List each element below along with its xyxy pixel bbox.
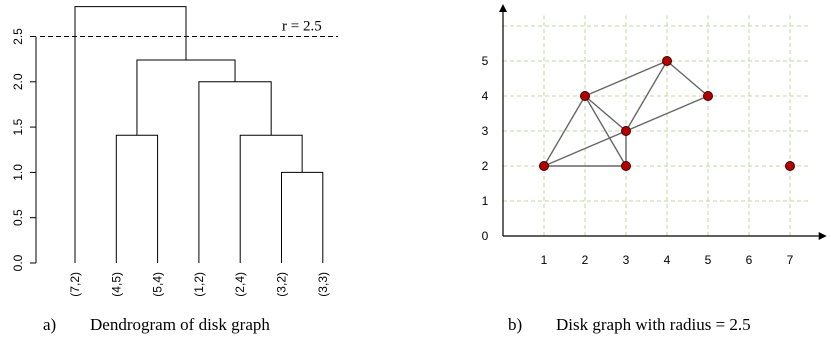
dendrogram-leaf-labels: (7,2) (4,5) (5,4) (1,2) (2,4) (3,2) (3,3) [68, 272, 330, 297]
dendrogram-leaf-label: (4,5) [109, 272, 123, 297]
dendrogram-leaf-label: (3,2) [275, 272, 289, 297]
graph-y-tick-label: 2 [482, 159, 489, 173]
graph-node [621, 161, 631, 171]
graph-y-tick-label: 0 [482, 229, 489, 243]
dendrogram-link [281, 171, 324, 263]
graph-x-tick-label: 6 [746, 253, 753, 267]
dendrogram-panel: 0.0 0.5 1.0 1.5 2.0 2.5 (7,2) (4,5) (5,4) (1,2)(… [0, 0, 420, 340]
graph-nodes [539, 56, 795, 171]
graph-y-tick-label: 3 [482, 124, 489, 138]
graph-node [580, 91, 590, 101]
graph-edge [543, 130, 627, 167]
graph-node [621, 126, 631, 136]
dendrogram-y-tick-label: 2.0 [11, 73, 25, 90]
dendrogram-leaf-label: (3,3) [316, 272, 330, 297]
dendrogram-leaf-label: (1,2) [192, 272, 206, 297]
graph-node [662, 56, 672, 66]
graph-node [785, 161, 795, 171]
disk-graph-panel: 1 2 3 4 5 6 7 0 1 2 3 4 5 b) Disk graph with radius … [440, 0, 831, 340]
x-axis-arrow-icon [818, 232, 827, 240]
caption-a-text: Dendrogram of disk graph [90, 315, 270, 334]
graph-edge [625, 95, 709, 132]
graph-x-tick-label: 3 [623, 253, 630, 267]
dendrogram-y-tick-label: 2.5 [11, 28, 25, 45]
dendrogram-y-tick-label: 0.0 [11, 254, 25, 271]
caption-b-text: Disk graph with radius = 2.5 [556, 315, 751, 334]
dendrogram-y-tick-label: 1.0 [11, 164, 25, 181]
dendrogram-link [198, 81, 272, 263]
threshold-label: r = 2.5 [282, 19, 322, 35]
graph-tick-labels: 1 2 3 4 5 6 7 0 1 2 3 4 5 [482, 54, 794, 267]
graph-edge [584, 95, 627, 132]
dendrogram-chart: 0.00.51.01.52.02.5 (7,2) (4,5) (5,4) (1,2)(… [11, 6, 338, 334]
disk-graph-chart: 1 2 3 4 5 6 7 0 1 2 3 4 5 b) Disk graph with radius … [482, 4, 827, 334]
graph-x-tick-label: 4 [664, 253, 671, 267]
dendrogram-link [115, 134, 159, 263]
graph-edge [584, 95, 627, 167]
dendrogram-link [136, 59, 236, 136]
caption-a-letter: a) [43, 315, 56, 334]
graph-x-tick-label: 7 [787, 253, 794, 267]
graph-node [703, 91, 713, 101]
graph-grid [503, 15, 811, 236]
dendrogram-leaf-label: (5,4) [151, 272, 165, 297]
graph-edge [625, 60, 668, 132]
graph-edge [666, 60, 709, 97]
graph-node [539, 161, 549, 171]
dendrogram-link [239, 134, 303, 263]
caption-b-letter: b) [508, 315, 522, 334]
graph-edges [543, 60, 709, 167]
dendrogram-y-axis: 0.0 0.5 1.0 1.5 2.0 2.5 [11, 28, 37, 271]
graph-edge [584, 60, 668, 97]
dendrogram-link [74, 6, 187, 263]
graph-edge [543, 95, 586, 167]
dendrogram-y-tick-label: 0.5 [11, 209, 25, 226]
graph-x-tick-label: 5 [705, 253, 712, 267]
graph-x-tick-label: 1 [541, 253, 548, 267]
graph-y-tick-label: 1 [482, 194, 489, 208]
graph-axes [499, 4, 827, 240]
dendrogram-leaf-label: (7,2) [68, 272, 82, 297]
graph-y-tick-label: 5 [482, 54, 489, 68]
graph-x-tick-label: 2 [582, 253, 589, 267]
dendrogram-y-tick-label: 1.5 [11, 118, 25, 135]
dendrogram-leaf-label: (2,4) [233, 272, 247, 297]
y-axis-arrow-icon [499, 4, 507, 12]
dendrogram-links [74, 6, 324, 263]
graph-y-tick-label: 4 [482, 89, 489, 103]
